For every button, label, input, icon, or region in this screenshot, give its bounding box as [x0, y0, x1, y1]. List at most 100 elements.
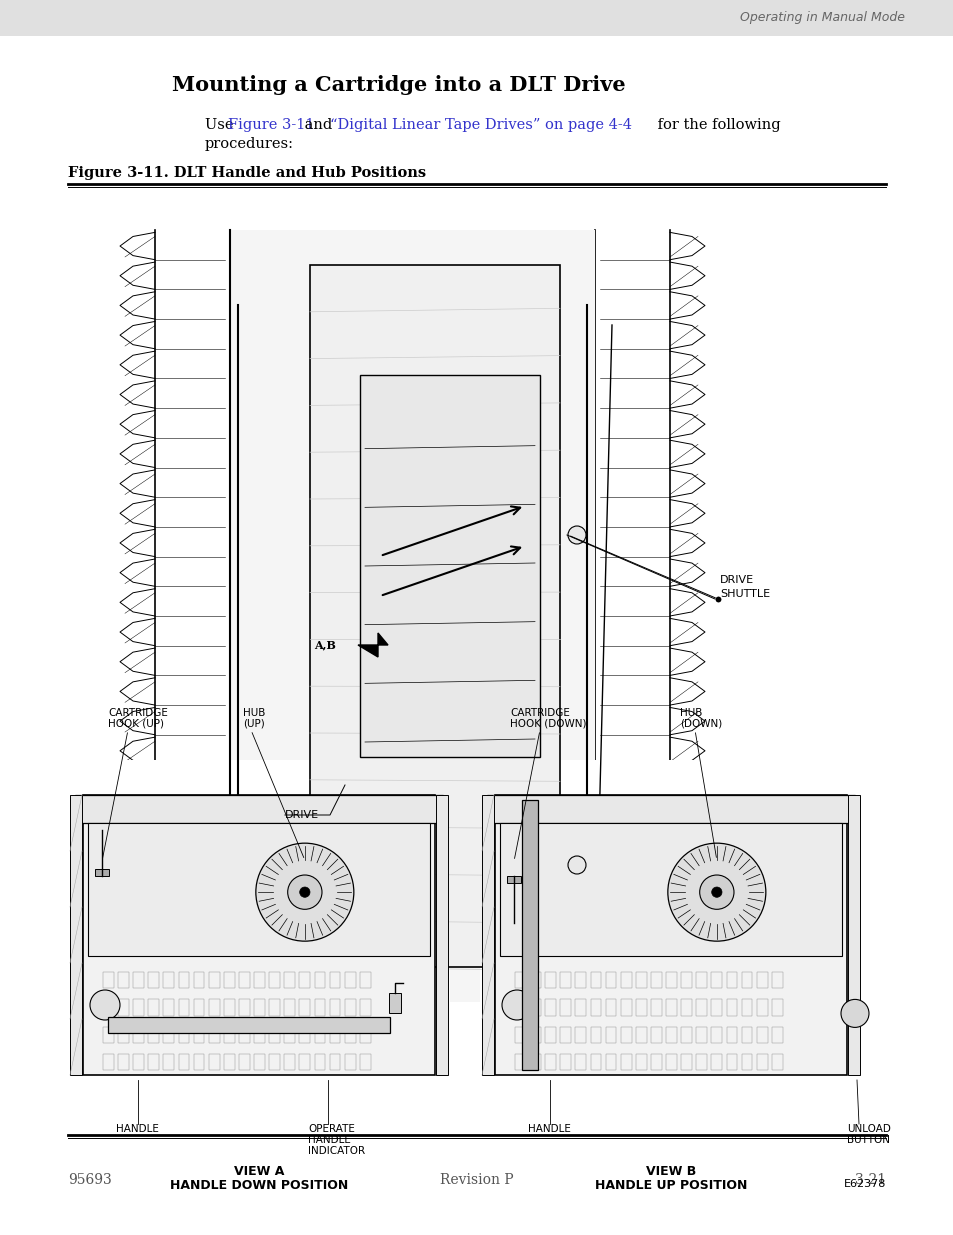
- Bar: [269, 1053, 280, 1070]
- Text: Operating in Manual Mode: Operating in Manual Mode: [740, 11, 904, 25]
- Bar: [118, 1026, 129, 1042]
- Text: 3-21: 3-21: [854, 1173, 885, 1187]
- Bar: [545, 999, 556, 1015]
- Bar: [636, 972, 646, 988]
- Bar: [284, 1026, 294, 1042]
- Bar: [506, 876, 520, 883]
- Bar: [740, 999, 752, 1015]
- Bar: [269, 999, 280, 1015]
- Bar: [239, 972, 250, 988]
- Circle shape: [90, 990, 120, 1020]
- Bar: [620, 1026, 631, 1042]
- Circle shape: [288, 876, 322, 909]
- Bar: [209, 999, 219, 1015]
- Bar: [193, 972, 204, 988]
- Text: Figure 3-11: Figure 3-11: [228, 119, 314, 132]
- Text: HOOK (UP): HOOK (UP): [108, 719, 164, 729]
- Bar: [344, 972, 355, 988]
- Circle shape: [299, 887, 310, 898]
- Bar: [650, 1053, 661, 1070]
- Bar: [530, 1053, 540, 1070]
- Text: BUTTON: BUTTON: [846, 1135, 889, 1145]
- Bar: [771, 1026, 781, 1042]
- Text: SHUTTLE: SHUTTLE: [720, 589, 769, 599]
- Bar: [756, 972, 767, 988]
- Text: HUB: HUB: [243, 708, 265, 718]
- Bar: [620, 972, 631, 988]
- Bar: [650, 972, 661, 988]
- Bar: [515, 972, 525, 988]
- Bar: [148, 1026, 159, 1042]
- Text: for the following: for the following: [652, 119, 780, 132]
- Bar: [148, 972, 159, 988]
- Bar: [299, 1053, 310, 1070]
- Bar: [740, 1053, 752, 1070]
- Bar: [108, 1016, 390, 1032]
- Bar: [605, 999, 616, 1015]
- Bar: [756, 1026, 767, 1042]
- Bar: [178, 999, 189, 1015]
- Bar: [253, 972, 265, 988]
- Bar: [590, 999, 600, 1015]
- Polygon shape: [357, 634, 388, 657]
- Bar: [515, 1026, 525, 1042]
- Bar: [590, 972, 600, 988]
- Bar: [530, 1026, 540, 1042]
- Text: CARTRIDGE: CARTRIDGE: [510, 708, 569, 718]
- Bar: [103, 1053, 113, 1070]
- Bar: [680, 1053, 691, 1070]
- Bar: [726, 972, 737, 988]
- Bar: [530, 972, 540, 988]
- Circle shape: [501, 990, 532, 1020]
- Bar: [239, 999, 250, 1015]
- Bar: [590, 1053, 600, 1070]
- Bar: [163, 1026, 174, 1042]
- Text: E62378: E62378: [842, 1179, 885, 1189]
- Bar: [559, 1053, 571, 1070]
- Bar: [486, 795, 854, 823]
- Circle shape: [567, 526, 585, 543]
- Text: procedures:: procedures:: [205, 137, 294, 151]
- Bar: [605, 972, 616, 988]
- Bar: [269, 972, 280, 988]
- Bar: [330, 972, 340, 988]
- Bar: [88, 823, 430, 956]
- Bar: [696, 972, 706, 988]
- Bar: [665, 999, 677, 1015]
- Bar: [118, 999, 129, 1015]
- Bar: [359, 999, 371, 1015]
- Bar: [133, 972, 144, 988]
- Bar: [253, 999, 265, 1015]
- Circle shape: [711, 887, 721, 898]
- Text: Mounting a Cartridge into a DLT Drive: Mounting a Cartridge into a DLT Drive: [172, 75, 625, 95]
- Bar: [193, 1026, 204, 1042]
- Text: HANDLE: HANDLE: [308, 1135, 351, 1145]
- Bar: [330, 1026, 340, 1042]
- Text: DRIVE: DRIVE: [720, 576, 753, 585]
- Bar: [665, 1026, 677, 1042]
- Bar: [284, 999, 294, 1015]
- Text: CARTRIDGE: CARTRIDGE: [108, 708, 168, 718]
- Bar: [118, 972, 129, 988]
- Bar: [163, 999, 174, 1015]
- Bar: [70, 795, 82, 1074]
- Bar: [133, 1053, 144, 1070]
- Bar: [726, 1053, 737, 1070]
- Bar: [83, 795, 435, 1074]
- Bar: [299, 1026, 310, 1042]
- Bar: [726, 1026, 737, 1042]
- Bar: [711, 972, 721, 988]
- Bar: [575, 1026, 586, 1042]
- Bar: [696, 1053, 706, 1070]
- Bar: [148, 1053, 159, 1070]
- Text: (UP): (UP): [243, 719, 265, 729]
- Bar: [224, 1053, 234, 1070]
- Bar: [209, 972, 219, 988]
- Text: Figure 3-11. DLT Handle and Hub Positions: Figure 3-11. DLT Handle and Hub Position…: [68, 165, 426, 180]
- Bar: [209, 1053, 219, 1070]
- Bar: [436, 795, 448, 1074]
- Bar: [680, 1026, 691, 1042]
- Bar: [133, 1026, 144, 1042]
- Bar: [193, 999, 204, 1015]
- Bar: [148, 999, 159, 1015]
